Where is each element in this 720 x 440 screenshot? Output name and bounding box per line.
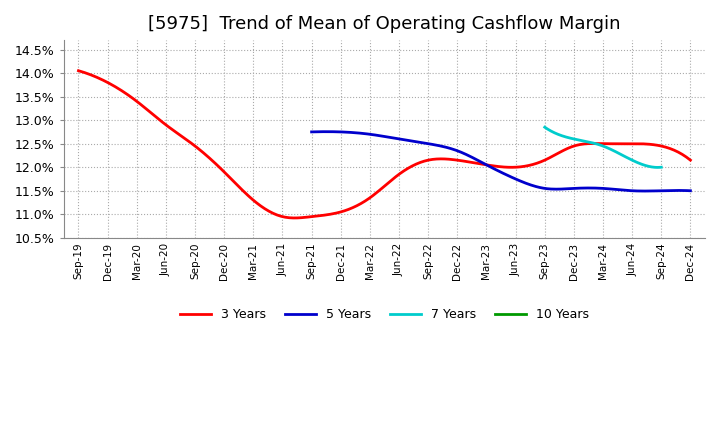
5 Years <box>534 184 543 190</box>
7 Years <box>657 165 665 170</box>
7 Years <box>646 164 654 169</box>
5 Years <box>533 184 541 190</box>
Line: 3 Years: 3 Years <box>78 71 690 218</box>
7 Years <box>541 125 549 130</box>
3 Years <box>451 157 459 162</box>
5 Years <box>653 188 662 194</box>
Line: 5 Years: 5 Years <box>312 132 690 191</box>
Line: 7 Years: 7 Years <box>545 127 661 168</box>
7 Years <box>612 149 621 154</box>
5 Years <box>323 129 331 134</box>
7 Years <box>609 148 618 154</box>
5 Years <box>307 129 316 135</box>
7 Years <box>654 165 662 170</box>
5 Years <box>628 188 636 194</box>
3 Years <box>76 69 85 74</box>
Legend: 3 Years, 5 Years, 7 Years, 10 Years: 3 Years, 5 Years, 7 Years, 10 Years <box>175 304 594 326</box>
7 Years <box>610 148 618 154</box>
5 Years <box>309 129 318 135</box>
3 Years <box>291 215 300 220</box>
5 Years <box>541 186 549 191</box>
3 Years <box>74 68 83 73</box>
3 Years <box>592 141 600 146</box>
7 Years <box>639 162 647 167</box>
7 Years <box>541 125 549 130</box>
5 Years <box>686 188 695 194</box>
3 Years <box>441 156 449 161</box>
3 Years <box>631 141 639 147</box>
5 Years <box>641 188 649 194</box>
3 Years <box>686 158 695 163</box>
Title: [5975]  Trend of Mean of Operating Cashflow Margin: [5975] Trend of Mean of Operating Cashfl… <box>148 15 621 33</box>
3 Years <box>438 156 447 161</box>
